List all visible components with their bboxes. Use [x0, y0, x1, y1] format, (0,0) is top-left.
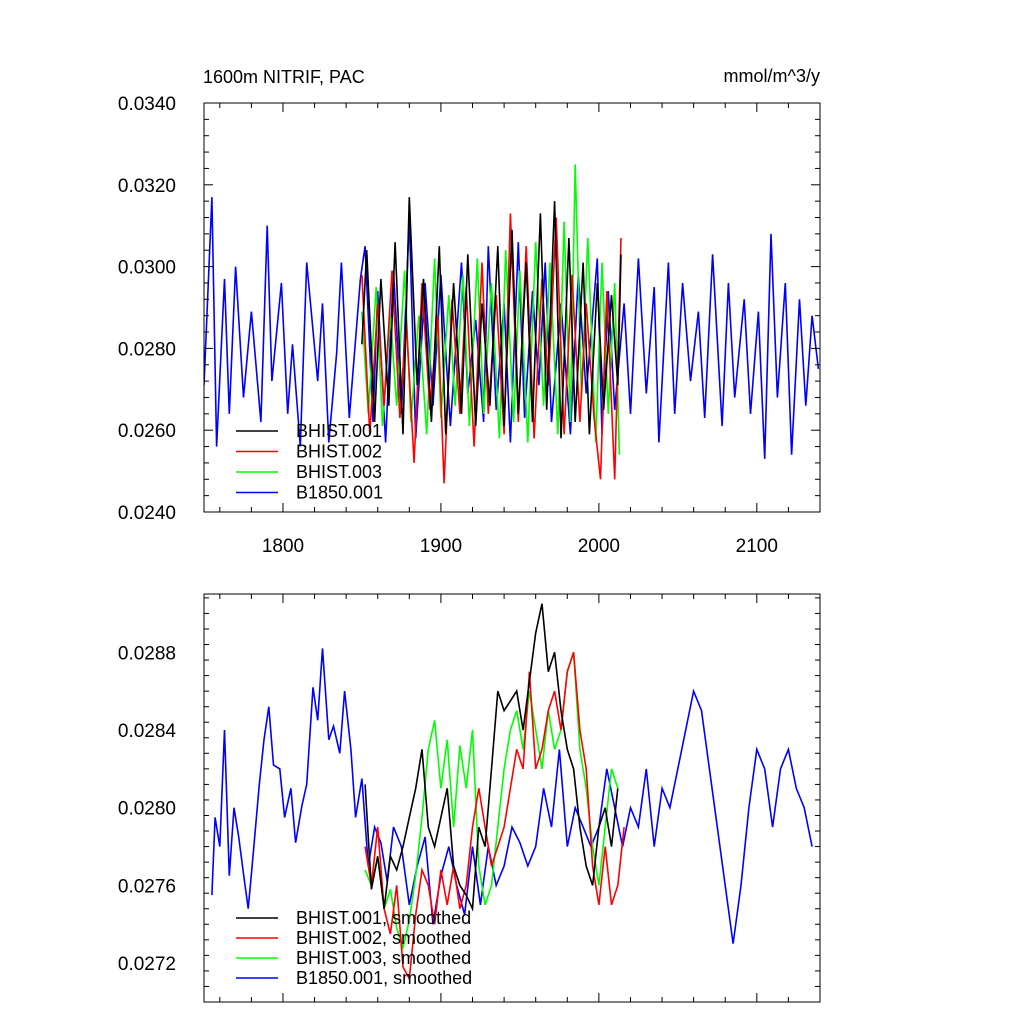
top-series-line-bhist-001 [361, 197, 622, 439]
top-y-tick-label: 0.0300 [118, 258, 176, 279]
bottom-plot-frame [203, 593, 821, 1003]
top-x-tick-label: 1800 [262, 536, 304, 557]
bottom-y-tick-label: 0.0288 [118, 643, 176, 664]
bottom-y-tick-label: 0.0276 [118, 876, 176, 897]
top-legend-label: B1850.001 [296, 483, 383, 503]
bottom-legend-label: BHIST.001, smoothed [296, 908, 471, 928]
top-legend-label: BHIST.003 [296, 462, 382, 482]
top-axes: 1800 1900 2000 2100 0.0240 0.0260 0.0280 0.0300… [118, 94, 821, 557]
bottom-legend-label: B1850.001, smoothed [296, 968, 472, 988]
top-legend-label: BHIST.001 [296, 421, 382, 441]
top-title: 1600m NITRIF, PAC [203, 67, 365, 87]
top-x-tick-label: 1900 [420, 536, 462, 557]
bottom-series-group [211, 603, 813, 982]
bottom-axes: 0.0272 0.0276 0.0280 0.0284 0.0288 [118, 593, 821, 1003]
top-y-tick-label: 0.0280 [118, 339, 176, 360]
top-series-line-b1850-001 [204, 197, 820, 459]
bottom-series-line-bhist-002-smoothed [364, 652, 625, 982]
bottom-legend-label: BHIST.002, smoothed [296, 928, 471, 948]
top-plot-frame [203, 102, 821, 513]
bottom-series-line-bhist-001-smoothed [364, 603, 619, 912]
top-series-line-bhist-003 [361, 164, 621, 455]
top-x-tick-label: 2100 [736, 536, 778, 557]
bottom-panel: 0.0272 0.0276 0.0280 0.0284 0.0288 BHIST.001… [118, 593, 821, 1003]
top-panel: 1600m NITRIF, PAC mmol/m^3/y 1800 1900 200… [118, 66, 821, 557]
top-units: mmol/m^3/y [724, 66, 820, 86]
top-y-tick-label: 0.0320 [118, 176, 176, 197]
bottom-y-tick-label: 0.0272 [118, 954, 176, 975]
bottom-legend-label: BHIST.003, smoothed [296, 948, 471, 968]
top-y-tick-label: 0.0240 [118, 503, 176, 524]
bottom-series-line-b1850-001-smoothed [211, 648, 813, 944]
top-legend-label: BHIST.002 [296, 442, 382, 462]
bottom-y-tick-label: 0.0280 [118, 799, 176, 820]
top-y-tick-label: 0.0340 [118, 94, 176, 115]
top-x-tick-label: 2000 [578, 536, 620, 557]
top-y-tick-label: 0.0260 [118, 421, 176, 442]
bottom-y-tick-label: 0.0284 [118, 721, 177, 742]
top-series-group [204, 164, 820, 484]
